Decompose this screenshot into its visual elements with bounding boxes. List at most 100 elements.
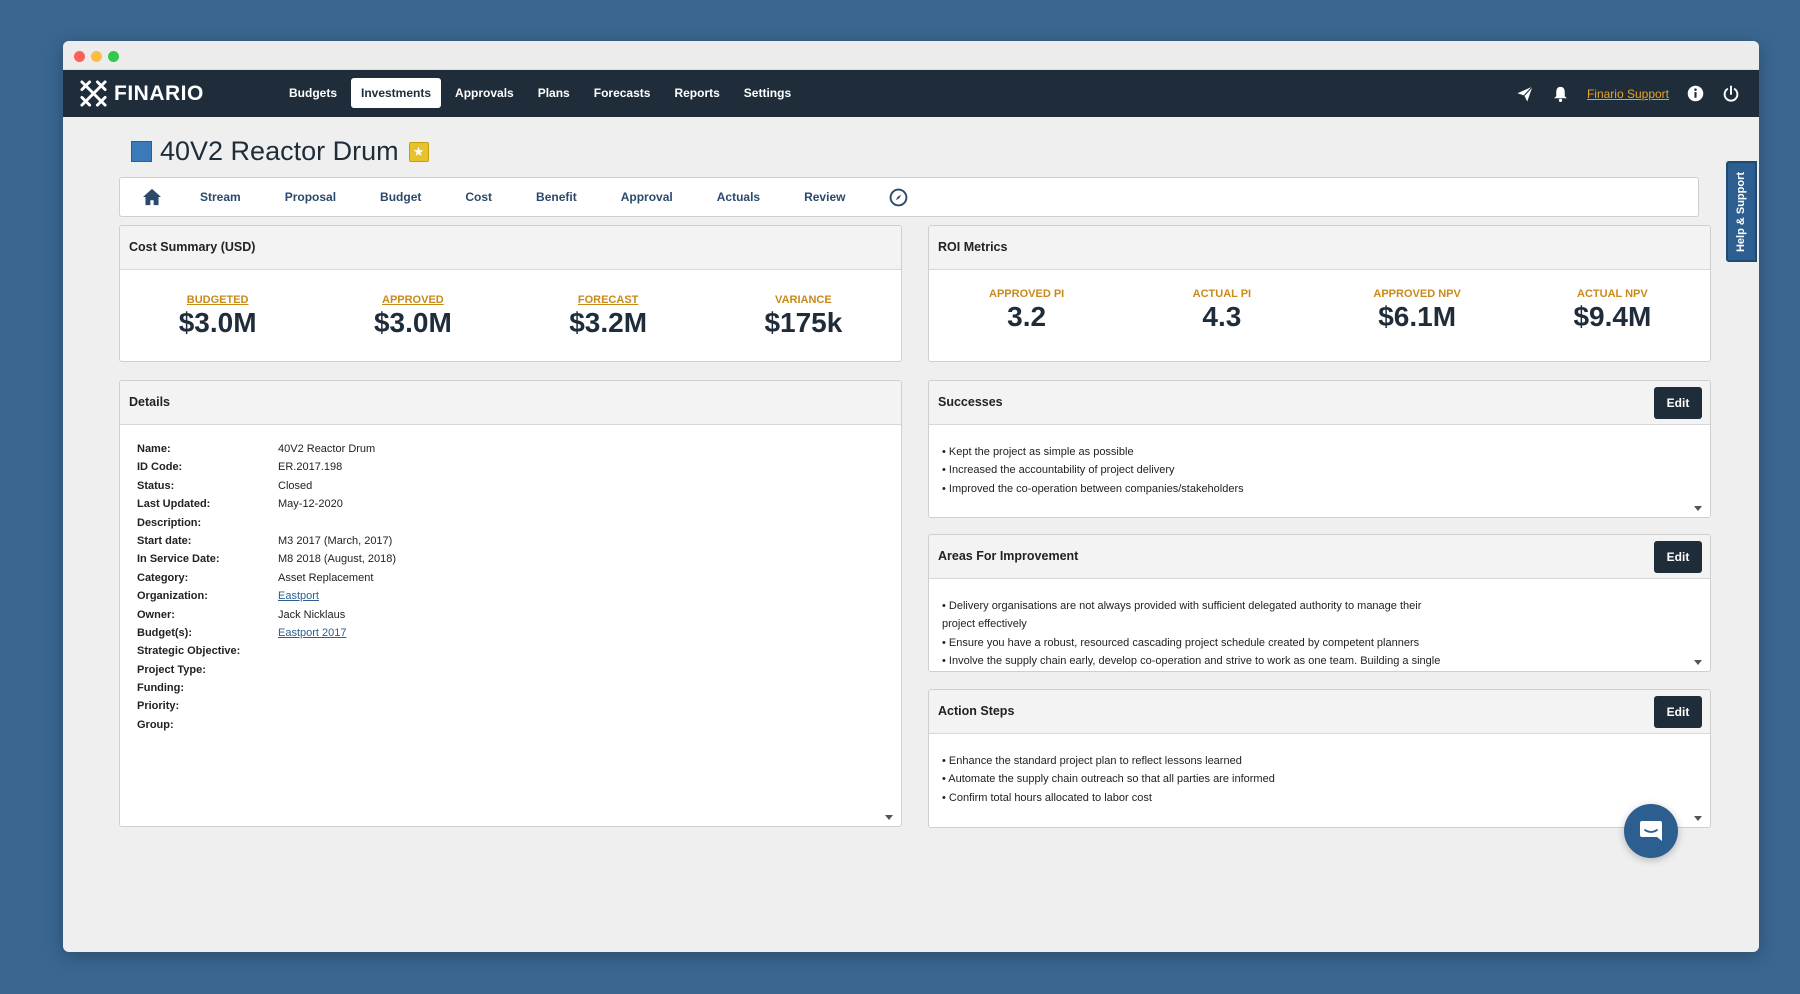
power-icon[interactable] — [1721, 84, 1741, 104]
detail-value: Jack Nicklaus — [278, 608, 346, 621]
chat-launcher-button[interactable] — [1624, 804, 1678, 858]
details-panel: Details Name: 40V2 Reactor Drum ID Code: E… — [119, 380, 902, 827]
minimize-window-button[interactable] — [91, 51, 102, 62]
compass-icon[interactable] — [889, 188, 908, 207]
metric-label-budgeted[interactable]: BUDGETED — [186, 294, 249, 306]
detail-label: Status: — [137, 479, 175, 492]
star-icon[interactable]: ★ — [408, 141, 429, 162]
metric-label-approved-npv: APPROVED NPV — [1373, 288, 1461, 300]
tab-budget[interactable]: Budget — [380, 190, 422, 204]
detail-row: Name: 40V2 Reactor Drum — [137, 443, 901, 461]
detail-label: In Service Date: — [137, 553, 220, 566]
detail-label: Start date: — [137, 534, 192, 547]
list-item: project effectively — [942, 618, 1027, 631]
tab-approval[interactable]: Approval — [620, 190, 673, 204]
detail-row: Owner: Jack Nicklaus — [137, 609, 901, 627]
improvement-list: • Delivery organisations are not always … — [929, 579, 1710, 671]
help-support-tab[interactable]: Help & Support — [1726, 161, 1757, 262]
detail-label: Priority: — [137, 700, 180, 713]
organization-link[interactable]: Eastport — [278, 590, 319, 603]
close-window-button[interactable] — [74, 51, 85, 62]
nav-item-forecasts[interactable]: Forecasts — [593, 86, 651, 100]
detail-value: 40V2 Reactor Drum — [278, 443, 376, 455]
support-link[interactable]: Finario Support — [1586, 86, 1669, 101]
detail-label: Last Updated: — [137, 498, 211, 511]
home-icon[interactable] — [142, 188, 162, 206]
nav-item-settings[interactable]: Settings — [743, 86, 792, 100]
metric-label-forecast[interactable]: FORECAST — [577, 294, 639, 306]
nav-item-approvals[interactable]: Approvals — [455, 86, 514, 100]
detail-row: In Service Date: M8 2018 (August, 2018) — [137, 553, 901, 571]
action-steps-expand-caret[interactable] — [1694, 816, 1702, 821]
tab-proposal[interactable]: Proposal — [284, 190, 337, 204]
successes-edit-button[interactable]: Edit — [1654, 387, 1702, 419]
improvement-panel: Areas For Improvement Edit • Delivery or… — [928, 534, 1711, 672]
detail-row: Status: Closed — [137, 480, 901, 498]
window-titlebar — [63, 41, 1759, 70]
metric-variance: VARIANCE $175k — [706, 294, 901, 339]
nav-item-investments[interactable]: Investments — [351, 78, 442, 108]
metric-value-forecast: $3.2M — [569, 307, 648, 338]
budget-link[interactable]: Eastport 2017 — [278, 626, 347, 639]
detail-row: Last Updated: May-12-2020 — [137, 498, 901, 516]
successes-header: Successes Edit — [929, 381, 1710, 425]
bell-icon[interactable] — [1551, 84, 1571, 104]
detail-label: Organization: — [137, 590, 208, 603]
info-icon[interactable] — [1685, 84, 1705, 104]
improvement-edit-button[interactable]: Edit — [1654, 541, 1702, 573]
detail-label: Name: — [137, 443, 171, 455]
tab-cost[interactable]: Cost — [465, 190, 493, 204]
metric-label-variance: VARIANCE — [775, 294, 832, 306]
send-icon[interactable] — [1515, 84, 1535, 104]
detail-value: Asset Replacement — [278, 571, 374, 584]
detail-row: Start date: M3 2017 (March, 2017) — [137, 535, 901, 553]
detail-label: Project Type: — [137, 663, 206, 676]
details-header: Details — [120, 381, 901, 425]
detail-row: Funding: — [137, 682, 901, 700]
nav-right-tools: Finario Support — [1515, 70, 1741, 117]
improvement-header: Areas For Improvement Edit — [929, 535, 1710, 579]
successes-panel: Successes Edit • Kept the project as sim… — [928, 380, 1711, 518]
tab-benefit[interactable]: Benefit — [536, 190, 577, 204]
tab-actuals[interactable]: Actuals — [716, 190, 761, 204]
improvement-expand-caret[interactable] — [1694, 660, 1702, 665]
detail-label: Strategic Objective: — [137, 645, 241, 658]
successes-expand-caret[interactable] — [1694, 506, 1702, 511]
detail-label: Funding: — [137, 682, 185, 695]
detail-label: Owner: — [137, 608, 175, 621]
successes-list: • Kept the project as simple as possible… — [929, 425, 1710, 498]
metric-budgeted: BUDGETED $3.0M — [120, 294, 315, 339]
metric-label-actual-pi: ACTUAL PI — [1192, 288, 1252, 300]
tab-stream[interactable]: Stream — [200, 190, 241, 204]
nav-item-plans[interactable]: Plans — [537, 86, 570, 100]
maximize-window-button[interactable] — [108, 51, 119, 62]
action-steps-list: • Enhance the standard project plan to r… — [929, 734, 1710, 807]
metric-value-actual-pi: 4.3 — [1202, 301, 1242, 332]
detail-label: Description: — [137, 516, 202, 529]
metric-approved-npv: APPROVED NPV $6.1M — [1320, 288, 1515, 333]
metric-value-approved-pi: 3.2 — [1007, 301, 1047, 332]
action-steps-edit-button[interactable]: Edit — [1654, 696, 1702, 728]
action-steps-title: Action Steps — [938, 704, 1015, 718]
finario-logo-icon — [80, 80, 107, 107]
improvement-title: Areas For Improvement — [938, 549, 1079, 563]
metric-approved-pi: APPROVED PI 3.2 — [929, 288, 1124, 333]
detail-row: Strategic Objective: — [137, 645, 901, 663]
detail-label: Category: — [137, 571, 189, 584]
detail-value: May-12-2020 — [278, 498, 343, 511]
nav-item-budgets[interactable]: Budgets — [289, 86, 337, 100]
cost-summary-panel: Cost Summary (USD) BUDGETED $3.0M APPROV… — [119, 225, 902, 362]
nav-item-reports[interactable]: Reports — [674, 86, 720, 100]
details-expand-caret[interactable] — [885, 815, 893, 820]
main-nav: Budgets Investments Approvals Plans Fore… — [279, 78, 801, 108]
metric-actual-pi: ACTUAL PI 4.3 — [1124, 288, 1319, 333]
list-item: • Improved the co-operation between comp… — [942, 482, 1244, 495]
metric-label-approved[interactable]: APPROVED — [382, 294, 444, 306]
list-item: • Involve the supply chain early, develo… — [942, 655, 1441, 668]
app-logo[interactable]: FINARIO — [78, 78, 204, 109]
cost-summary-header: Cost Summary (USD) — [120, 226, 901, 270]
tab-review[interactable]: Review — [804, 190, 846, 204]
list-item: • Delivery organisations are not always … — [942, 600, 1422, 612]
detail-label: Budget(s): — [137, 626, 192, 639]
cost-summary-metrics: BUDGETED $3.0M APPROVED $3.0M FORECAST $… — [120, 270, 901, 339]
